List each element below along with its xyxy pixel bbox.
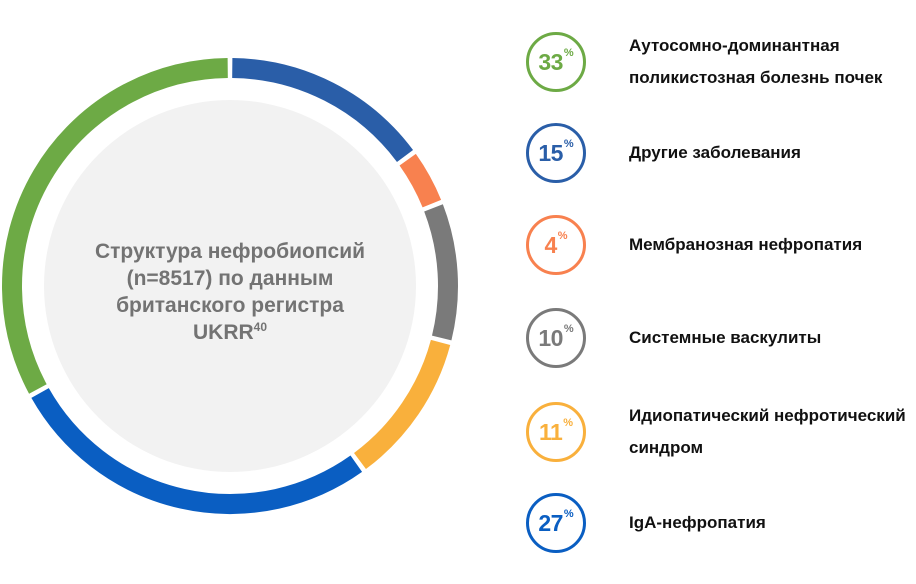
center-title-line-4: UKRR40 <box>192 320 268 344</box>
legend-label: Другие заболевания <box>629 143 801 162</box>
legend-label: Идиопатический нефротический синдром <box>629 406 906 457</box>
legend-label: IgA-нефропатия <box>629 513 766 532</box>
donut-chart <box>2 58 458 514</box>
center-title-line-3: британского регистра <box>116 294 344 317</box>
legend-item-nephrotic: 11% Идиопатический нефротический синдром <box>526 400 916 464</box>
chart-center-title: Структура нефробиопсий (n=8517) по данны… <box>70 238 390 346</box>
donut-segment <box>232 58 414 163</box>
legend-item-iga: 27% IgA-нефропатия <box>526 493 916 553</box>
donut-segment <box>399 153 442 208</box>
percent-badge: 27% <box>526 493 586 553</box>
legend-item-vasculitis: 10% Системные васкулиты <box>526 308 916 368</box>
percent-badge: 10% <box>526 308 586 368</box>
percent-badge: 33% <box>526 32 586 92</box>
center-title-line-1: Структура нефробиопсий <box>94 240 366 263</box>
legend-item-adpkd: 33% Аутосомно-доминантная поликистозная … <box>526 30 916 94</box>
legend-label: Аутосомно-доминантная поликистозная боле… <box>629 36 883 87</box>
percent-badge: 11% <box>526 402 586 462</box>
donut-segment <box>31 388 363 514</box>
donut-center-disk <box>44 100 416 472</box>
chart-legend: 33% Аутосомно-доминантная поликистозная … <box>526 0 916 584</box>
center-title-line-2: (n=8517) по данным <box>126 267 334 290</box>
percent-badge: 15% <box>526 123 586 183</box>
donut-segment <box>424 204 458 341</box>
legend-label: Мембранозная нефропатия <box>629 235 863 254</box>
donut-segment <box>353 339 451 470</box>
donut-segments <box>2 58 458 514</box>
legend-label: Системные васкулиты <box>629 328 822 347</box>
legend-item-membranous: 4% Мембранозная нефропатия <box>526 215 916 275</box>
reference-superscript: 40 <box>253 320 268 334</box>
donut-segment <box>2 58 228 394</box>
legend-item-other: 15% Другие заболевания <box>526 123 916 183</box>
percent-badge: 4% <box>526 215 586 275</box>
